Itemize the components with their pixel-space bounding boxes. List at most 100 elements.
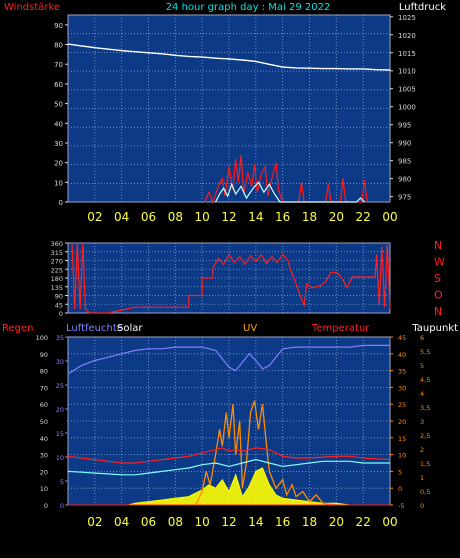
time-tick-label: 20 [329, 515, 344, 529]
axis-tick-label: 40 [54, 120, 63, 128]
axis-tick-label: 80 [54, 42, 63, 50]
time-tick-label: 14 [248, 515, 263, 529]
axis-tick-label: 4,5 [420, 376, 430, 384]
time-tick-label: 16 [275, 210, 290, 224]
uv-line [194, 400, 337, 506]
axis-tick-label: 15 [398, 435, 406, 443]
time-tick-label: 12 [221, 210, 236, 224]
axis-tick-label: 35 [398, 368, 406, 376]
axis-tick-label: 3 [420, 418, 424, 426]
direction-label: S [434, 272, 441, 285]
label-uv: UV [243, 323, 257, 334]
axis-tick-label: 5 [420, 362, 424, 370]
axis-tick-label: 1005 [398, 86, 416, 94]
axis-tick-label: 30 [54, 140, 63, 148]
axis-tick-label: 0 [60, 502, 64, 510]
axis-tick-label: 100 [36, 334, 48, 342]
direction-label: N [434, 305, 442, 318]
label-taupunkt: Taupunkt [411, 323, 458, 334]
axis-tick-label: 60 [54, 81, 63, 89]
time-tick-label: 14 [248, 210, 263, 224]
axis-tick-label: 2,5 [420, 432, 430, 440]
axis-tick-label: 360 [51, 240, 63, 248]
direction-label: N [434, 239, 442, 252]
axis-tick-label: 1 [420, 474, 424, 482]
axis-tick-label: -5 [398, 502, 404, 510]
header-right-label: Luftdruck [399, 2, 446, 13]
axis-tick-label: 985 [398, 158, 411, 166]
time-tick-label: 18 [302, 210, 317, 224]
axis-tick-label: 35 [56, 334, 64, 342]
axis-tick-label: 990 [398, 140, 411, 148]
axis-tick-label: 0 [44, 502, 48, 510]
axis-tick-label: 90 [40, 351, 48, 359]
time-tick-label: 10 [195, 515, 210, 529]
axis-tick-label: 25 [398, 401, 406, 409]
axis-tick-label: 6 [420, 334, 424, 342]
time-tick-label: 08 [168, 515, 183, 529]
pressure-line [67, 43, 391, 71]
axis-tick-label: 10 [40, 485, 48, 493]
axis-tick-label: 0 [420, 502, 424, 510]
time-tick-label: 04 [114, 515, 129, 529]
dewpoint-line [67, 458, 390, 476]
temperature-line [67, 447, 391, 464]
axis-tick-label: 975 [398, 194, 411, 202]
axis-tick-label: 2 [420, 446, 424, 454]
time-tick-label: 10 [195, 210, 210, 224]
time-tick-label: 12 [221, 515, 236, 529]
humidity-line [67, 344, 390, 375]
time-tick-label: 08 [168, 210, 183, 224]
axis-tick-label: 80 [40, 368, 48, 376]
axis-tick-label: 1010 [398, 68, 416, 76]
direction-label: W [434, 256, 445, 269]
solar-area [128, 467, 390, 506]
axis-tick-label: 1025 [398, 14, 416, 22]
time-axis: 02 04 06 08 10 12 14 16 18 20 22 00 [87, 210, 397, 224]
axis-tick-label: 5 [60, 478, 64, 486]
axis-tick-label: 25 [56, 382, 64, 390]
axis-tick-label: 1015 [398, 50, 416, 58]
axis-tick-label: 40 [40, 435, 48, 443]
axis-tick-label: 1,5 [420, 460, 430, 468]
axis-tick-label: 45 [398, 334, 406, 342]
axis-tick-label: 0 [59, 199, 63, 207]
time-tick-label: 06 [141, 515, 156, 529]
axis-tick-label: 20 [40, 468, 48, 476]
label-luftfeuchte: Luftfeuchte [66, 323, 123, 334]
axis-tick-label: 50 [40, 418, 48, 426]
time-tick-label: 02 [87, 210, 102, 224]
axis-tick-label: 30 [398, 384, 406, 392]
axis-tick-label: 1020 [398, 32, 416, 40]
label-temperatur: Temperatur [311, 323, 370, 334]
header-left-label: Windstärke [4, 2, 60, 13]
time-tick-label: 00 [382, 210, 397, 224]
time-tick-label: 04 [114, 210, 129, 224]
label-regen: Regen [2, 323, 34, 334]
time-tick-label: 06 [141, 210, 156, 224]
time-axis-bottom: 02 04 06 08 10 12 14 16 18 20 22 00 [87, 515, 397, 529]
wind-direction-line [71, 242, 391, 314]
chart-title: 24 hour graph day : Mai 29 2022 [166, 2, 331, 13]
axis-tick-label: 70 [40, 384, 48, 392]
axis-tick-label: 45 [55, 301, 63, 309]
axis-tick-label: 40 [398, 351, 406, 359]
axis-tick-label: 995 [398, 122, 411, 130]
time-tick-label: 20 [329, 210, 344, 224]
axis-tick-label: 60 [40, 401, 48, 409]
axis-tick-label: 180 [51, 275, 63, 283]
time-tick-label: 22 [356, 515, 371, 529]
axis-tick-label: 30 [56, 358, 64, 366]
time-tick-label: 22 [356, 210, 371, 224]
axis-tick-label: 315 [51, 249, 63, 257]
axis-tick-label: 20 [398, 418, 406, 426]
axis-tick-label: 90 [55, 293, 63, 301]
axis-tick-label: 0,5 [420, 488, 430, 496]
axis-tick-label: 50 [54, 101, 63, 109]
time-tick-label: 18 [302, 515, 317, 529]
axis-tick-label: 15 [56, 430, 64, 438]
